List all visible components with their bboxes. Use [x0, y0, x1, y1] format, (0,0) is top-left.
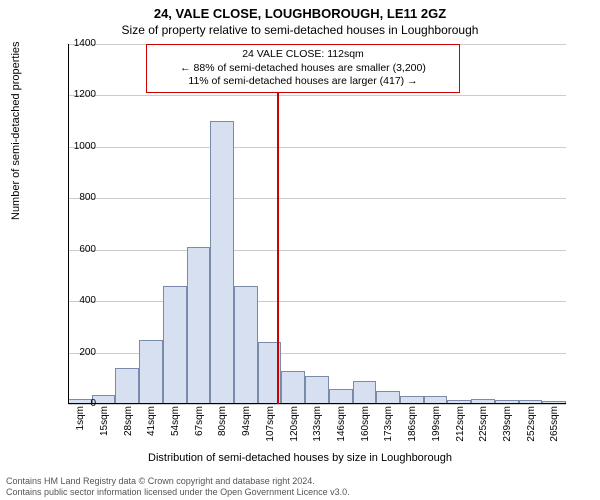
histogram-bar [210, 121, 234, 404]
y-tick-label: 400 [56, 295, 96, 306]
gridline [68, 250, 566, 251]
histogram-bar [329, 389, 353, 404]
x-tick-label: 67sqm [194, 406, 205, 446]
x-tick-label: 94sqm [241, 406, 252, 446]
histogram-bar [281, 371, 305, 404]
y-tick-label: 800 [56, 192, 96, 203]
histogram-bar [187, 247, 211, 404]
x-tick-label: 133sqm [312, 406, 323, 446]
y-tick-label: 1400 [56, 38, 96, 49]
x-tick-label: 15sqm [99, 406, 110, 446]
gridline [68, 95, 566, 96]
x-tick-label: 41sqm [146, 406, 157, 446]
x-tick-label: 80sqm [217, 406, 228, 446]
title-line2: Size of property relative to semi-detach… [0, 21, 600, 37]
x-tick-label: 186sqm [407, 406, 418, 446]
y-axis-label: Number of semi-detached properties [10, 41, 22, 220]
annotation-box: 24 VALE CLOSE: 112sqm ← 88% of semi-deta… [146, 44, 460, 93]
x-tick-label: 212sqm [455, 406, 466, 446]
gridline [68, 301, 566, 302]
marker-line [277, 44, 279, 404]
y-tick-label: 1000 [56, 141, 96, 152]
footer-line1: Contains HM Land Registry data © Crown c… [6, 476, 350, 487]
histogram-bar [163, 286, 187, 404]
histogram-bar [353, 381, 377, 404]
x-tick-label: 54sqm [170, 406, 181, 446]
footer: Contains HM Land Registry data © Crown c… [6, 476, 350, 498]
histogram-bar [115, 368, 139, 404]
plot-region [68, 44, 566, 404]
x-tick-label: 225sqm [478, 406, 489, 446]
x-tick-label: 120sqm [289, 406, 300, 446]
y-tick-label: 600 [56, 244, 96, 255]
x-tick-label: 173sqm [383, 406, 394, 446]
y-tick-label: 200 [56, 347, 96, 358]
histogram-bar [305, 376, 329, 404]
gridline [68, 198, 566, 199]
y-tick-label: 1200 [56, 89, 96, 100]
chart-container: 24, VALE CLOSE, LOUGHBOROUGH, LE11 2GZ S… [0, 0, 600, 500]
x-tick-label: 252sqm [526, 406, 537, 446]
x-tick-label: 28sqm [123, 406, 134, 446]
x-tick-label: 107sqm [265, 406, 276, 446]
x-axis-label: Distribution of semi-detached houses by … [0, 452, 600, 464]
footer-line2: Contains public sector information licen… [6, 487, 350, 498]
histogram-bar [234, 286, 258, 404]
x-tick-label: 160sqm [360, 406, 371, 446]
x-axis-line [68, 403, 566, 404]
x-tick-label: 199sqm [431, 406, 442, 446]
x-tick-label: 1sqm [75, 406, 86, 446]
gridline [68, 404, 566, 405]
x-tick-label: 239sqm [502, 406, 513, 446]
title-line1: 24, VALE CLOSE, LOUGHBOROUGH, LE11 2GZ [0, 0, 600, 21]
x-tick-label: 265sqm [549, 406, 560, 446]
annotation-line2: ← 88% of semi-detached houses are smalle… [153, 62, 453, 76]
histogram-bar [139, 340, 163, 404]
annotation-line3: 11% of semi-detached houses are larger (… [153, 75, 453, 89]
annotation-line1: 24 VALE CLOSE: 112sqm [153, 48, 453, 62]
chart-area [68, 44, 566, 404]
x-tick-label: 146sqm [336, 406, 347, 446]
gridline [68, 147, 566, 148]
